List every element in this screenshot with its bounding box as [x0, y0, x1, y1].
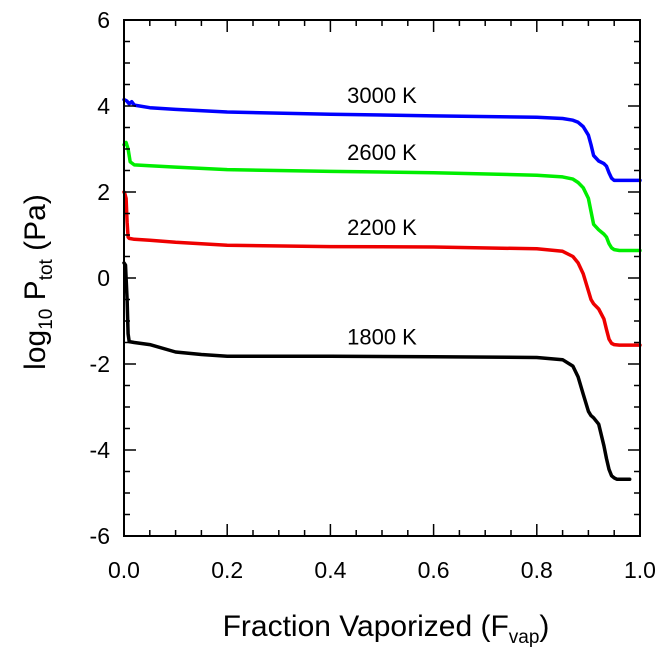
- series-layer: [122, 97, 642, 481]
- y-tick-label: -2: [90, 351, 110, 377]
- series-label-1800-k: 1800 K: [347, 324, 417, 349]
- x-tick-label: 0.6: [418, 557, 450, 583]
- series-label-2600-k: 2600 K: [347, 140, 417, 165]
- series-line-2600-k: [122, 140, 642, 253]
- labels-layer: 0.0 0.2 0.4 0.6 0.8 1.0 -6 -4 -2 0 2 4 6 3000 K 2600 K…: [90, 7, 656, 583]
- x-tick-label: 0.4: [314, 557, 346, 583]
- series-line-1800-k: [122, 261, 632, 481]
- y-tick-label: -6: [90, 523, 110, 549]
- series-label-3000-k: 3000 K: [347, 83, 417, 108]
- x-axis-title: Fraction Vaporized (Fvap): [223, 610, 550, 648]
- y-axis-title: log10 Ptot (Pa): [19, 194, 57, 370]
- y-tick-label: -4: [90, 437, 111, 463]
- y-tick-label: 0: [97, 265, 110, 291]
- x-tick-label: 0.2: [211, 557, 243, 583]
- series-line-2200-k: [122, 190, 642, 347]
- y-tick-label: 6: [97, 7, 110, 33]
- series-line-3000-k: [122, 97, 642, 183]
- series-label-2200-k: 2200 K: [347, 215, 417, 240]
- x-tick-label: 0.0: [108, 557, 140, 583]
- y-tick-label: 4: [97, 93, 110, 119]
- y-tick-label: 2: [97, 179, 110, 205]
- x-tick-label: 1.0: [624, 557, 656, 583]
- plot-frame: [123, 19, 641, 537]
- x-tick-label: 0.8: [521, 557, 553, 583]
